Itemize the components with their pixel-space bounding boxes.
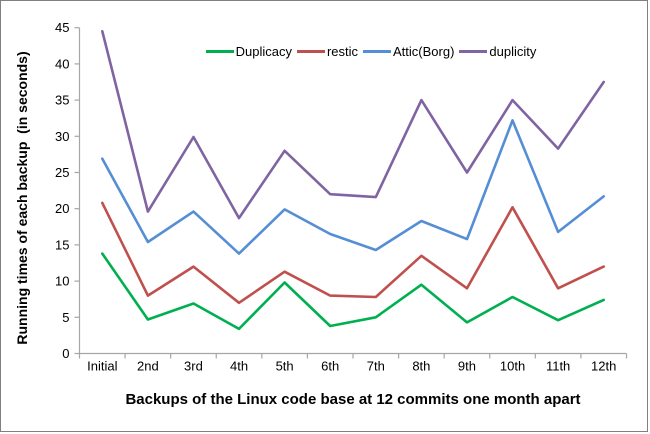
y-tick-label: 20 [55,201,69,216]
series-line-attic-borg- [101,119,606,255]
y-tick-label: 30 [55,129,69,144]
y-tick-label: 25 [55,165,69,180]
y-tick-label: 40 [55,56,69,71]
x-tick-label: 10th [500,359,525,374]
legend-label: Duplicacy [235,43,292,59]
y-tick-label: 0 [62,346,69,361]
legend-item-duplicacy: Duplicacy [205,43,292,59]
legend: Duplicacy restic Attic(Borg) duplicity [97,43,645,59]
series-line-duplicacy [101,252,606,331]
legend-label: duplicity [489,43,537,59]
y-tick-label: 10 [55,274,69,289]
x-tick-label: 4th [230,359,248,374]
y-tick-label: 5 [62,310,69,325]
y-tick-label: 35 [55,93,69,108]
x-tick-label: 9th [458,359,476,374]
legend-line-swatch [459,49,488,53]
x-axis-title: Backups of the Linux code base at 12 com… [125,391,581,408]
x-tick-label: 11th [546,359,570,374]
x-tick-label: 6th [321,359,339,374]
legend-line-swatch [363,49,392,53]
series-line-duplicity [101,29,606,220]
legend-item-attic-borg-: Attic(Borg) [363,44,454,59]
x-axis-ticks: Initial 2nd 3rd 4th 5th 6th 7th 8th 9th 10th 11th 1… [78,353,628,374]
x-tick-label: 5th [276,359,294,374]
legend-line-swatch [205,49,234,53]
x-tick-label: Initial [87,359,117,374]
legend-item-restic: restic [296,43,359,59]
legend-label: restic [326,43,359,59]
y-tick-label: 45 [55,20,69,35]
legend-label: Attic(Borg) [393,43,455,59]
y-axis-ticks: 0 5 10 15 20 25 30 35 40 45 [55,20,80,361]
x-tick-label: 2nd [137,359,159,374]
x-tick-label: 3rd [184,359,203,374]
series-line-restic [101,201,606,305]
y-tick-label: 15 [55,237,69,252]
legend-item-duplicity: duplicity [459,44,536,59]
x-tick-label: 7th [367,359,385,374]
x-tick-label: 12th [591,359,616,374]
legend-line-swatch [296,49,325,53]
x-tick-label: 8th [412,359,430,374]
